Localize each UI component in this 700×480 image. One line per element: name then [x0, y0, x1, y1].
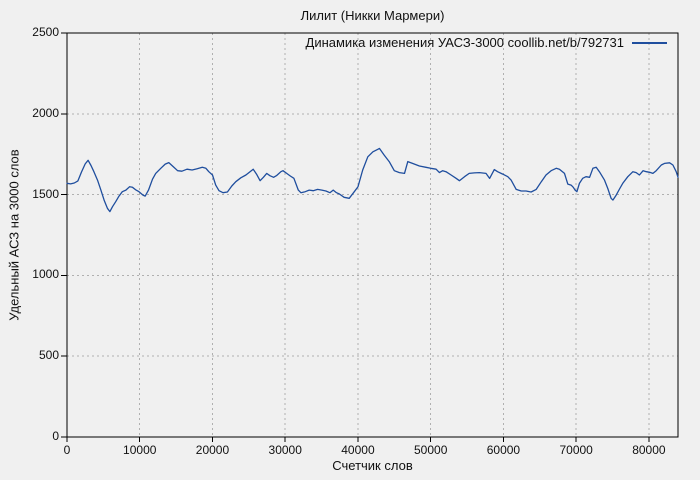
legend: Динамика изменения УАСЗ-3000 coollib.net… — [306, 35, 667, 50]
y-tick-label: 2500 — [32, 25, 59, 39]
x-tick-label: 50000 — [414, 443, 448, 457]
y-tick-label: 0 — [52, 429, 59, 443]
x-tick-label: 60000 — [486, 443, 521, 457]
y-tick-label: 2000 — [32, 105, 59, 120]
x-tick-label: 30000 — [268, 443, 302, 457]
x-tick-label: 70000 — [559, 443, 593, 457]
x-tick-label: 10000 — [123, 443, 157, 457]
data-line — [66, 147, 679, 213]
x-axis-label: Счетчик слов — [332, 458, 413, 473]
x-tick-label: 0 — [63, 443, 71, 457]
plot-border — [66, 32, 679, 438]
y-tick-label: 500 — [38, 348, 59, 363]
legend-label: Динамика изменения УАСЗ-3000 coollib.net… — [305, 35, 624, 50]
x-tick-label: 40000 — [341, 443, 375, 457]
y-tick-label: 1500 — [32, 186, 59, 201]
x-tick-label: 20000 — [195, 443, 230, 457]
legend-line-sample — [632, 41, 667, 44]
y-tick-label: 1000 — [32, 267, 59, 282]
chart-title: Лилит (Никки Мармери) — [300, 8, 445, 23]
x-tick-label: 80000 — [632, 443, 666, 457]
